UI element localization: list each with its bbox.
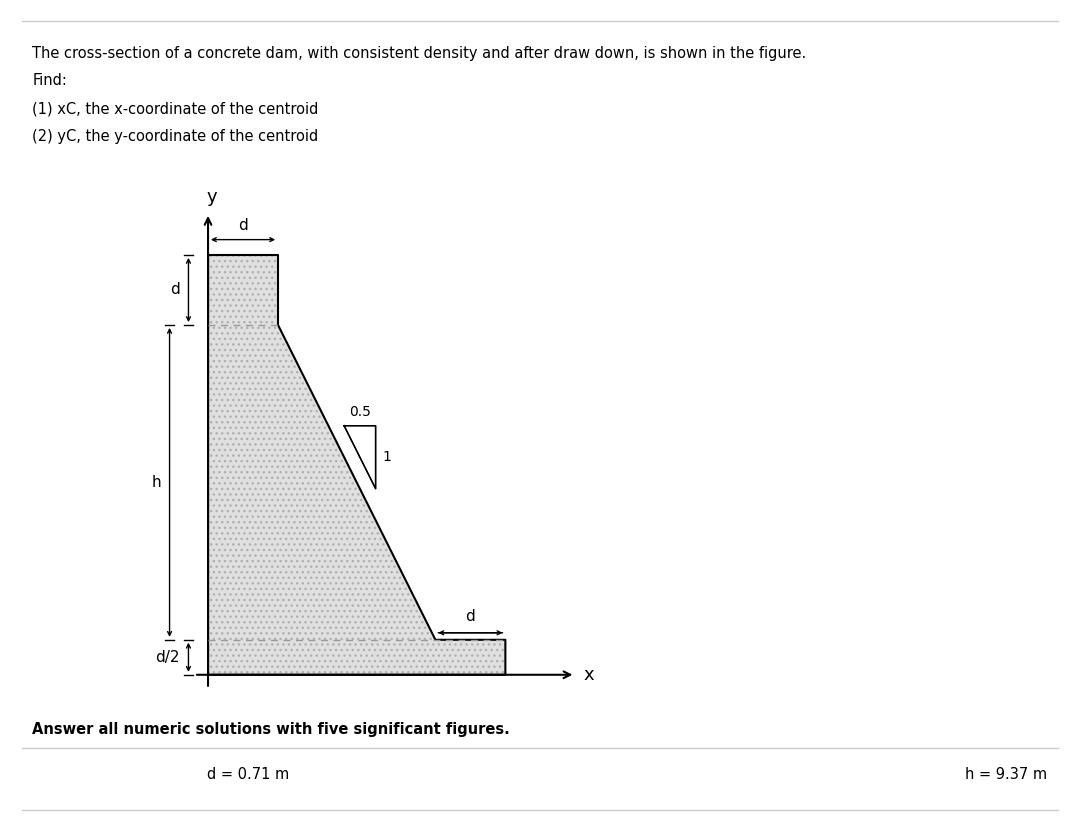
Text: (1) xC, the x-coordinate of the centroid: (1) xC, the x-coordinate of the centroid [32, 101, 319, 116]
Text: d = 0.71 m: d = 0.71 m [207, 767, 289, 782]
Text: Answer all numeric solutions with five significant figures.: Answer all numeric solutions with five s… [32, 722, 510, 737]
Text: d: d [239, 218, 248, 233]
Text: 1: 1 [382, 450, 391, 464]
Text: h = 9.37 m: h = 9.37 m [966, 767, 1048, 782]
Text: The cross-section of a concrete dam, with consistent density and after draw down: The cross-section of a concrete dam, wit… [32, 46, 807, 61]
Text: 0.5: 0.5 [349, 405, 370, 418]
Polygon shape [208, 255, 505, 675]
Text: x: x [583, 665, 594, 684]
Text: Find:: Find: [32, 73, 67, 89]
Text: y: y [207, 188, 217, 206]
Text: d/2: d/2 [156, 650, 180, 665]
Text: (2) yC, the y-coordinate of the centroid: (2) yC, the y-coordinate of the centroid [32, 129, 319, 144]
Text: d: d [465, 610, 475, 625]
Text: d: d [171, 282, 180, 297]
Polygon shape [345, 426, 376, 488]
Text: h: h [151, 475, 161, 490]
